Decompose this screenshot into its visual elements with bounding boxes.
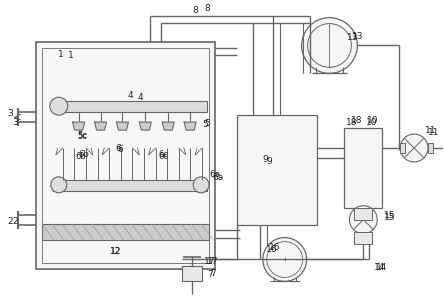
Text: 1: 1: [68, 51, 74, 60]
Text: 6: 6: [115, 144, 121, 153]
Text: 4: 4: [127, 91, 133, 100]
Text: 5c: 5c: [78, 131, 87, 141]
Text: 13: 13: [352, 32, 363, 41]
Text: 5: 5: [204, 119, 210, 128]
Text: 6a: 6a: [212, 173, 224, 182]
Text: 6b: 6b: [78, 150, 89, 159]
Text: 7: 7: [210, 269, 216, 278]
Text: 10: 10: [365, 118, 377, 127]
Bar: [53, 101, 207, 112]
Text: 14: 14: [373, 263, 385, 272]
Text: 17: 17: [204, 257, 216, 266]
Circle shape: [51, 177, 67, 193]
Text: 6b: 6b: [75, 153, 86, 162]
Text: 17: 17: [207, 257, 219, 266]
Circle shape: [263, 238, 307, 281]
Text: 8: 8: [204, 4, 210, 13]
Circle shape: [349, 206, 377, 234]
Text: 16: 16: [266, 245, 278, 254]
Bar: [42, 224, 209, 240]
Text: 8: 8: [192, 6, 198, 15]
Text: 3: 3: [7, 109, 13, 118]
Bar: [345, 128, 382, 208]
Text: 14: 14: [376, 263, 387, 272]
Text: 12: 12: [110, 247, 121, 256]
Text: 15: 15: [384, 211, 395, 220]
Bar: [354, 208, 373, 220]
Bar: [53, 180, 207, 191]
Text: 10: 10: [367, 116, 378, 125]
Text: 11: 11: [425, 125, 437, 135]
Text: 6c: 6c: [158, 150, 168, 159]
Circle shape: [301, 18, 357, 73]
Text: 5c: 5c: [78, 131, 87, 139]
Text: 12: 12: [110, 247, 121, 256]
Text: 7: 7: [207, 270, 213, 279]
Polygon shape: [162, 122, 174, 130]
Polygon shape: [116, 122, 128, 130]
Text: 1: 1: [58, 50, 63, 59]
Text: 18: 18: [351, 116, 362, 125]
Circle shape: [400, 134, 428, 162]
Text: 6: 6: [118, 145, 123, 154]
Text: 6a: 6a: [210, 170, 221, 179]
Bar: [354, 232, 373, 243]
Text: 4: 4: [138, 93, 143, 102]
Text: 18: 18: [345, 118, 357, 127]
Text: 9: 9: [266, 157, 272, 167]
Bar: [182, 266, 202, 281]
Bar: [237, 115, 317, 225]
Bar: [36, 43, 215, 269]
Text: 2: 2: [7, 217, 13, 226]
Bar: [400, 143, 405, 153]
Text: 15: 15: [384, 213, 395, 222]
Polygon shape: [73, 122, 85, 130]
Circle shape: [193, 177, 209, 193]
Text: 6c: 6c: [158, 153, 168, 162]
Text: 11: 11: [428, 128, 440, 136]
Polygon shape: [139, 122, 151, 130]
Text: 5: 5: [202, 119, 208, 129]
Bar: [428, 143, 433, 153]
Circle shape: [50, 97, 68, 115]
Text: 3: 3: [12, 118, 18, 127]
Bar: [42, 49, 209, 263]
Text: 13: 13: [347, 33, 358, 42]
Polygon shape: [184, 122, 196, 130]
Text: 9: 9: [262, 156, 268, 164]
Polygon shape: [95, 122, 107, 130]
Text: 2: 2: [12, 217, 18, 226]
Text: 16: 16: [269, 243, 281, 252]
